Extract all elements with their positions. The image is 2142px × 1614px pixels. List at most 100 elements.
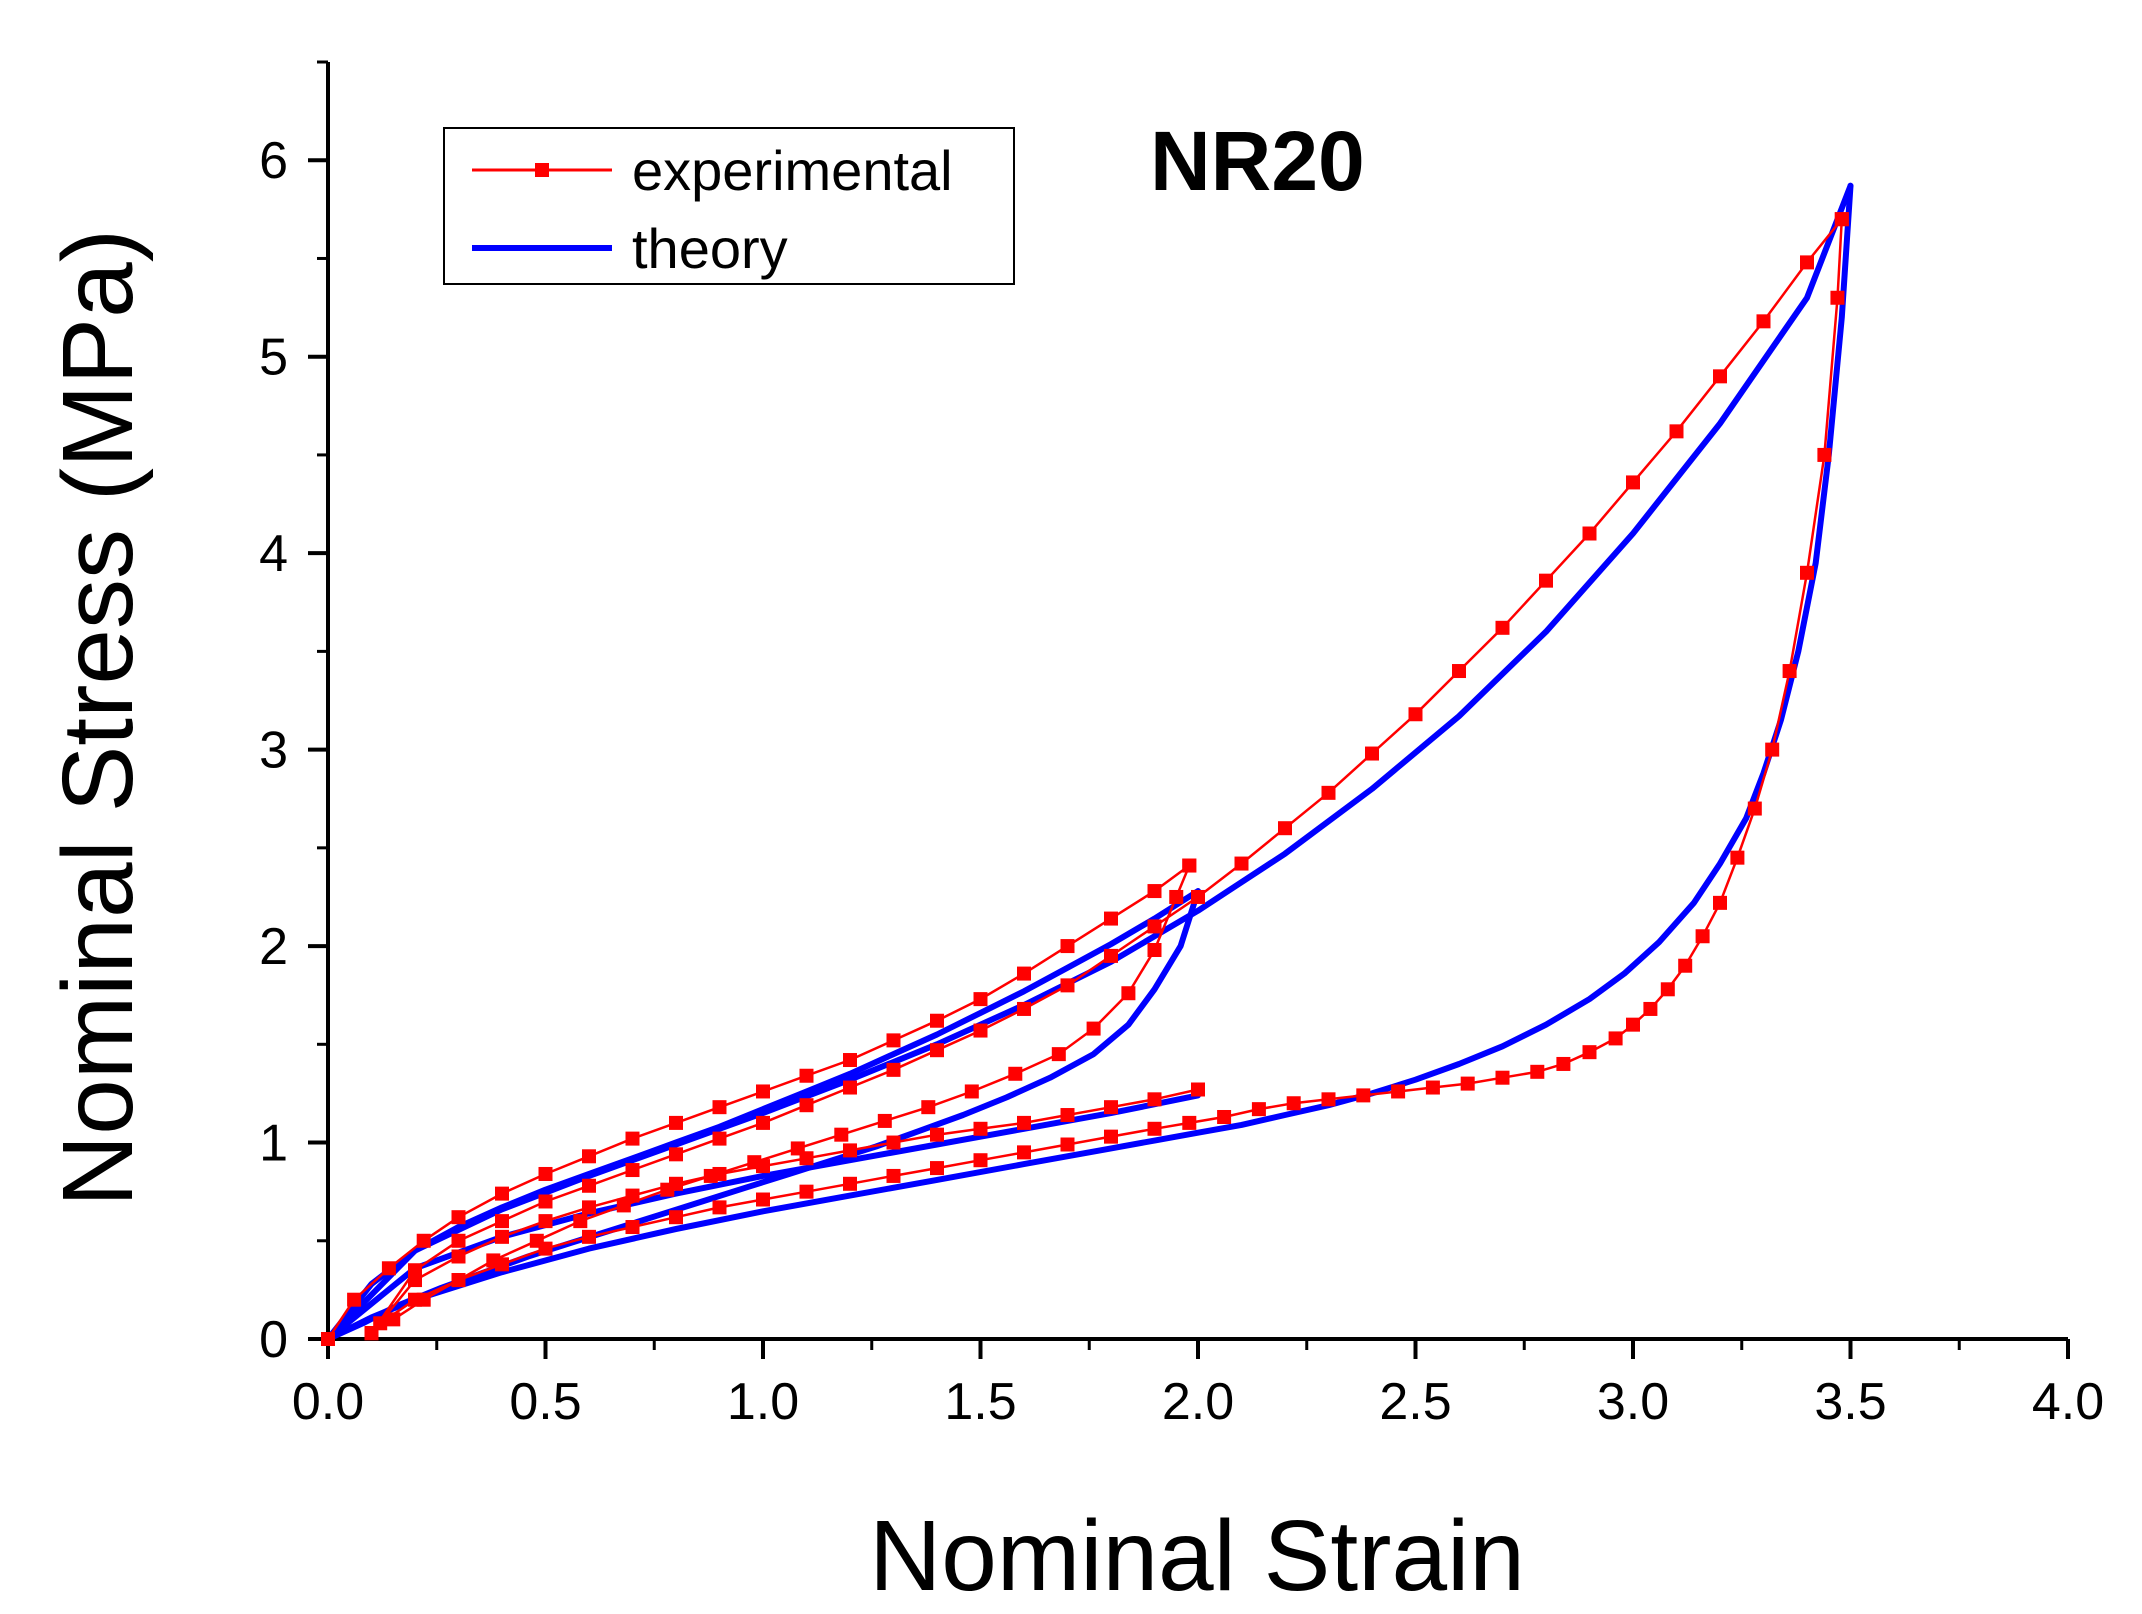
experimental-point	[1251, 1102, 1266, 1117]
x-tick-label: 0.5	[509, 1373, 581, 1431]
experimental-point	[799, 1184, 814, 1199]
experimental-point	[921, 1100, 936, 1115]
experimental-point	[712, 1100, 727, 1115]
experimental-point	[1800, 255, 1814, 270]
x-ticks: 0.0 0.5 1.0 1.5 2.0 2.5 3.0 3.5 4.0	[292, 1339, 2104, 1431]
experimental-point	[1234, 856, 1249, 871]
experimental-point	[451, 1233, 466, 1248]
experimental-point	[1147, 884, 1162, 899]
experimental-point	[1530, 1064, 1545, 1079]
experimental-point	[1147, 1092, 1162, 1107]
experimental-point	[1669, 424, 1684, 439]
experimental-point	[1695, 929, 1710, 944]
experimental-point	[625, 1220, 640, 1235]
experimental-point	[451, 1273, 466, 1288]
experimental-point	[1660, 982, 1675, 997]
x-tick-label: 2.5	[1379, 1373, 1451, 1431]
experimental-point	[1086, 1021, 1101, 1036]
experimental-point	[930, 1013, 944, 1028]
experimental-point	[538, 1241, 553, 1256]
experimental-point	[712, 1200, 727, 1215]
y-ticks: 0 1 2 3 4 5 6	[259, 60, 328, 1369]
experimental-point	[1730, 850, 1745, 865]
experimental-point	[1365, 746, 1379, 761]
experimental-point	[756, 1115, 770, 1130]
experimental-point	[1147, 943, 1162, 958]
experimental-point	[930, 1127, 944, 1142]
legend-label-theory: theory	[632, 217, 788, 280]
experimental-point	[1408, 707, 1423, 722]
experimental-point	[669, 1176, 683, 1191]
theory-series-line	[325, 182, 1854, 1342]
experimental-point	[573, 1214, 588, 1229]
experimental-point	[538, 1194, 553, 1209]
experimental-point	[1747, 801, 1762, 816]
experimental-point	[834, 1127, 849, 1142]
legend: experimental theory	[443, 127, 1015, 285]
experimental-point	[347, 1292, 362, 1307]
experimental-point	[1060, 1108, 1075, 1123]
experimental-point	[1678, 958, 1693, 973]
experimental-point	[451, 1210, 466, 1225]
experimental-point	[408, 1273, 422, 1288]
experimental-point	[408, 1292, 422, 1307]
experimental-series-line	[326, 864, 1191, 1340]
axes: 0.0 0.5 1.0 1.5 2.0 2.5 3.0 3.5 4.0 0 1 2 3 4 5 6	[259, 60, 2104, 1431]
experimental-point	[843, 1176, 857, 1191]
experimental-point	[1147, 919, 1162, 934]
experimental-point	[1713, 895, 1727, 910]
experimental-point	[1121, 986, 1136, 1001]
experimental-point	[495, 1257, 509, 1272]
experimental-point	[1643, 1001, 1658, 1016]
experimental-point	[625, 1163, 640, 1178]
y-tick-label: 5	[259, 329, 288, 387]
experimental-point	[669, 1147, 683, 1162]
experimental-series-line	[370, 218, 1843, 1334]
experimental-point	[930, 1043, 944, 1058]
experimental-point	[1321, 1092, 1336, 1107]
experimental-point	[1008, 1066, 1023, 1081]
experimental-point	[1582, 1045, 1597, 1060]
plot-area	[321, 182, 1854, 1346]
legend-entry-theory: theory	[472, 217, 788, 280]
experimental-point	[582, 1178, 596, 1193]
experimental-point	[1191, 889, 1205, 904]
experimental-point	[1817, 447, 1832, 462]
experimental-point	[451, 1249, 466, 1264]
experimental-point	[1756, 314, 1771, 329]
experimental-point	[1495, 620, 1510, 635]
experimental-point	[321, 1332, 335, 1346]
x-tick-label: 3.0	[1597, 1373, 1669, 1431]
experimental-point	[886, 1062, 901, 1077]
experimental-point	[886, 1033, 901, 1048]
experimental-point	[1191, 1082, 1205, 1097]
experimental-point	[1391, 1084, 1406, 1099]
experimental-point	[973, 1023, 988, 1038]
experimental-point	[1539, 573, 1553, 588]
experimental-point	[1169, 889, 1184, 904]
experimental-point	[973, 1153, 988, 1168]
chart-title: NR20	[1150, 114, 1365, 208]
experimental-point	[1051, 1047, 1066, 1062]
experimental-point	[1017, 1001, 1031, 1016]
legend-box	[443, 127, 1015, 285]
experimental-point	[1060, 978, 1075, 993]
experimental-point	[1060, 1137, 1075, 1152]
y-axis-title: Nominal Stress (MPa)	[42, 229, 154, 1207]
experimental-point	[973, 992, 988, 1007]
x-axis-title: Nominal Strain	[869, 1500, 1525, 1612]
x-tick-label: 0.0	[292, 1373, 364, 1431]
experimental-point	[1782, 664, 1797, 679]
experimental-point	[625, 1188, 640, 1203]
experimental-point	[1452, 664, 1466, 679]
experimental-point	[712, 1166, 727, 1181]
experimental-point	[1834, 212, 1849, 227]
experimental-point	[1286, 1096, 1301, 1111]
x-tick-label: 1.5	[944, 1373, 1016, 1431]
x-tick-label: 2.0	[1162, 1373, 1234, 1431]
experimental-point	[877, 1113, 892, 1128]
experimental-point	[1147, 1121, 1162, 1136]
legend-label-experimental: experimental	[632, 139, 953, 202]
experimental-point	[886, 1168, 901, 1183]
